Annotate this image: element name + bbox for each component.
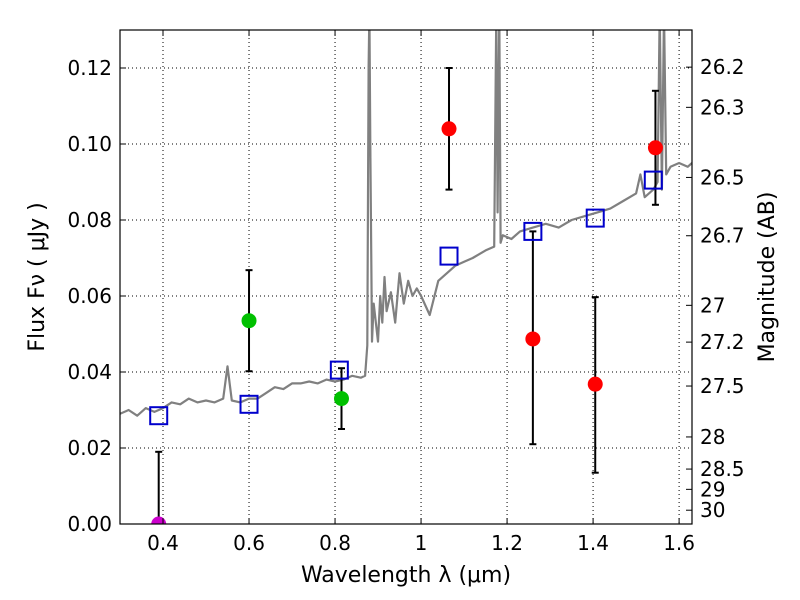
x-tick-label: 0.6 [233, 531, 265, 555]
x-tick-label: 0.8 [319, 531, 351, 555]
spectrum-layer [120, 30, 692, 417]
model-square-marker [523, 221, 543, 241]
data-point [647, 140, 663, 156]
data-point [441, 121, 457, 137]
y2-tick-label: 28.5 [700, 457, 745, 481]
y2-tick-label: 26.5 [700, 165, 745, 189]
y2-tick-label: 28 [700, 425, 725, 449]
model-square-marker [149, 406, 169, 426]
data-point [587, 376, 603, 392]
data-point [241, 313, 257, 329]
data-point [151, 516, 167, 524]
y2-axis-label: Magnitude (AB) [755, 192, 780, 363]
y2-tick-label: 30 [700, 498, 725, 522]
x-tick-label: 1.4 [577, 531, 609, 555]
y-tick-label: 0.08 [67, 208, 112, 232]
y-tick-label: 0.00 [67, 512, 112, 536]
x-axis-label: Wavelength λ (μm) [301, 563, 511, 588]
y2-tick-label: 27.5 [700, 374, 745, 398]
y2-tick-label: 26.3 [700, 95, 745, 119]
y-tick-label: 0.12 [67, 56, 112, 80]
model-square-marker [585, 208, 605, 228]
y-tick-label: 0.06 [67, 284, 112, 308]
y2-tick-label: 26.2 [700, 55, 745, 79]
x-tick-label: 1.2 [491, 531, 523, 555]
ticks [120, 30, 692, 525]
y-tick-label: 0.04 [67, 360, 112, 384]
spectrum-line [120, 30, 692, 417]
y-tick-label: 0.02 [67, 436, 112, 460]
x-tick-label: 1 [415, 531, 428, 555]
tick-labels: 0.4 0.6 0.8 1 1.2 1.4 1.6 0.00 0.02 0.04 0.06 0.08 0… [67, 55, 744, 555]
y2-tick-label: 27.2 [700, 330, 745, 354]
x-tick-label: 0.4 [147, 531, 179, 555]
data-point [525, 331, 541, 347]
model-square-marker [239, 394, 259, 414]
y2-tick-label: 26.7 [700, 224, 745, 248]
y-tick-label: 0.10 [67, 132, 112, 156]
model-square-marker [329, 360, 349, 380]
plot-frame [119, 29, 693, 525]
marker-layer [149, 67, 663, 524]
data-point [333, 391, 349, 407]
y2-tick-label: 29 [700, 477, 725, 501]
model-square-marker [439, 246, 459, 266]
y-axis-label: Flux Fν ( μJy ) [25, 202, 50, 351]
model-square-marker [643, 170, 663, 190]
x-tick-label: 1.6 [663, 531, 695, 555]
y2-tick-label: 27 [700, 293, 725, 317]
